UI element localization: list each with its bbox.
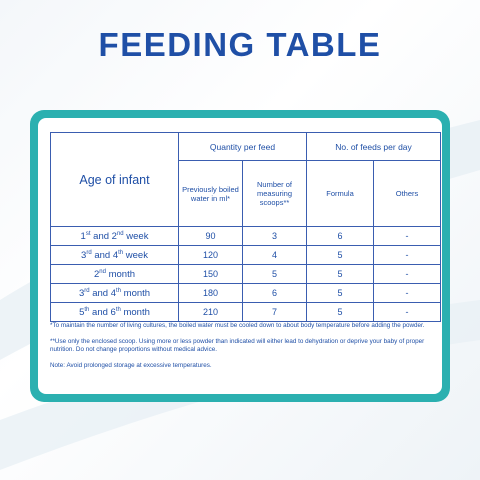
scoops-cell: 4 bbox=[242, 245, 307, 265]
others-cell: - bbox=[372, 245, 442, 265]
water-cell: 120 bbox=[178, 245, 243, 265]
feeding-table-card: Age of infant Quantity per feed No. of f… bbox=[38, 118, 442, 394]
age-cell: 1st and 2nd week bbox=[50, 226, 179, 246]
page-title: FEEDING TABLE bbox=[98, 26, 382, 63]
water-cell: 90 bbox=[178, 226, 243, 246]
feeding-table: Age of infant Quantity per feed No. of f… bbox=[50, 132, 442, 322]
scoops-cell: 7 bbox=[242, 302, 307, 322]
note-storage: Note: Avoid prolonged storage at excessi… bbox=[50, 362, 212, 369]
table-row: 3rd and 4th month 180 6 5 - bbox=[50, 283, 442, 303]
water-cell: 180 bbox=[178, 283, 243, 303]
water-cell: 210 bbox=[178, 302, 243, 322]
formula-cell: 5 bbox=[306, 245, 374, 265]
scoops-cell: 5 bbox=[242, 264, 307, 284]
water-cell: 150 bbox=[178, 264, 243, 284]
others-header: Others bbox=[372, 160, 442, 227]
formula-header: Formula bbox=[306, 160, 374, 227]
table-row: 1st and 2nd week 90 3 6 - bbox=[50, 226, 442, 246]
age-of-infant-header: Age of infant bbox=[50, 132, 179, 227]
formula-cell: 6 bbox=[306, 226, 374, 246]
feeding-table-panel: Age of infant Quantity per feed No. of f… bbox=[30, 110, 450, 402]
formula-cell: 5 bbox=[306, 283, 374, 303]
formula-cell: 5 bbox=[306, 302, 374, 322]
table-row: 3rd and 4th week 120 4 5 - bbox=[50, 245, 442, 265]
scoops-cell: 3 bbox=[242, 226, 307, 246]
age-cell: 2nd month bbox=[50, 264, 179, 284]
age-cell: 5th and 6th month bbox=[50, 302, 179, 322]
table-row: 2nd month 150 5 5 - bbox=[50, 264, 442, 284]
scoops-cell: 6 bbox=[242, 283, 307, 303]
age-cell: 3rd and 4th week bbox=[50, 245, 179, 265]
others-cell: - bbox=[372, 264, 442, 284]
note-scoop-usage: **Use only the enclosed scoop. Using mor… bbox=[50, 338, 425, 353]
measuring-scoops-header: Number of measuring scoops** bbox=[242, 160, 307, 227]
age-cell: 3rd and 4th month bbox=[50, 283, 179, 303]
formula-cell: 5 bbox=[306, 264, 374, 284]
quantity-per-feed-header: Quantity per feed bbox=[178, 132, 307, 161]
others-cell: - bbox=[372, 302, 442, 322]
notes-section: *To maintain the number of living cultur… bbox=[50, 322, 442, 378]
feeds-per-day-header: No. of feeds per day bbox=[305, 132, 442, 161]
boiled-water-header: Previously boiled water in ml* bbox=[178, 160, 243, 227]
note-water-temperature: *To maintain the number of living cultur… bbox=[50, 322, 425, 329]
others-cell: - bbox=[372, 226, 442, 246]
others-cell: - bbox=[372, 283, 442, 303]
table-row: 5th and 6th month 210 7 5 - bbox=[50, 302, 442, 322]
